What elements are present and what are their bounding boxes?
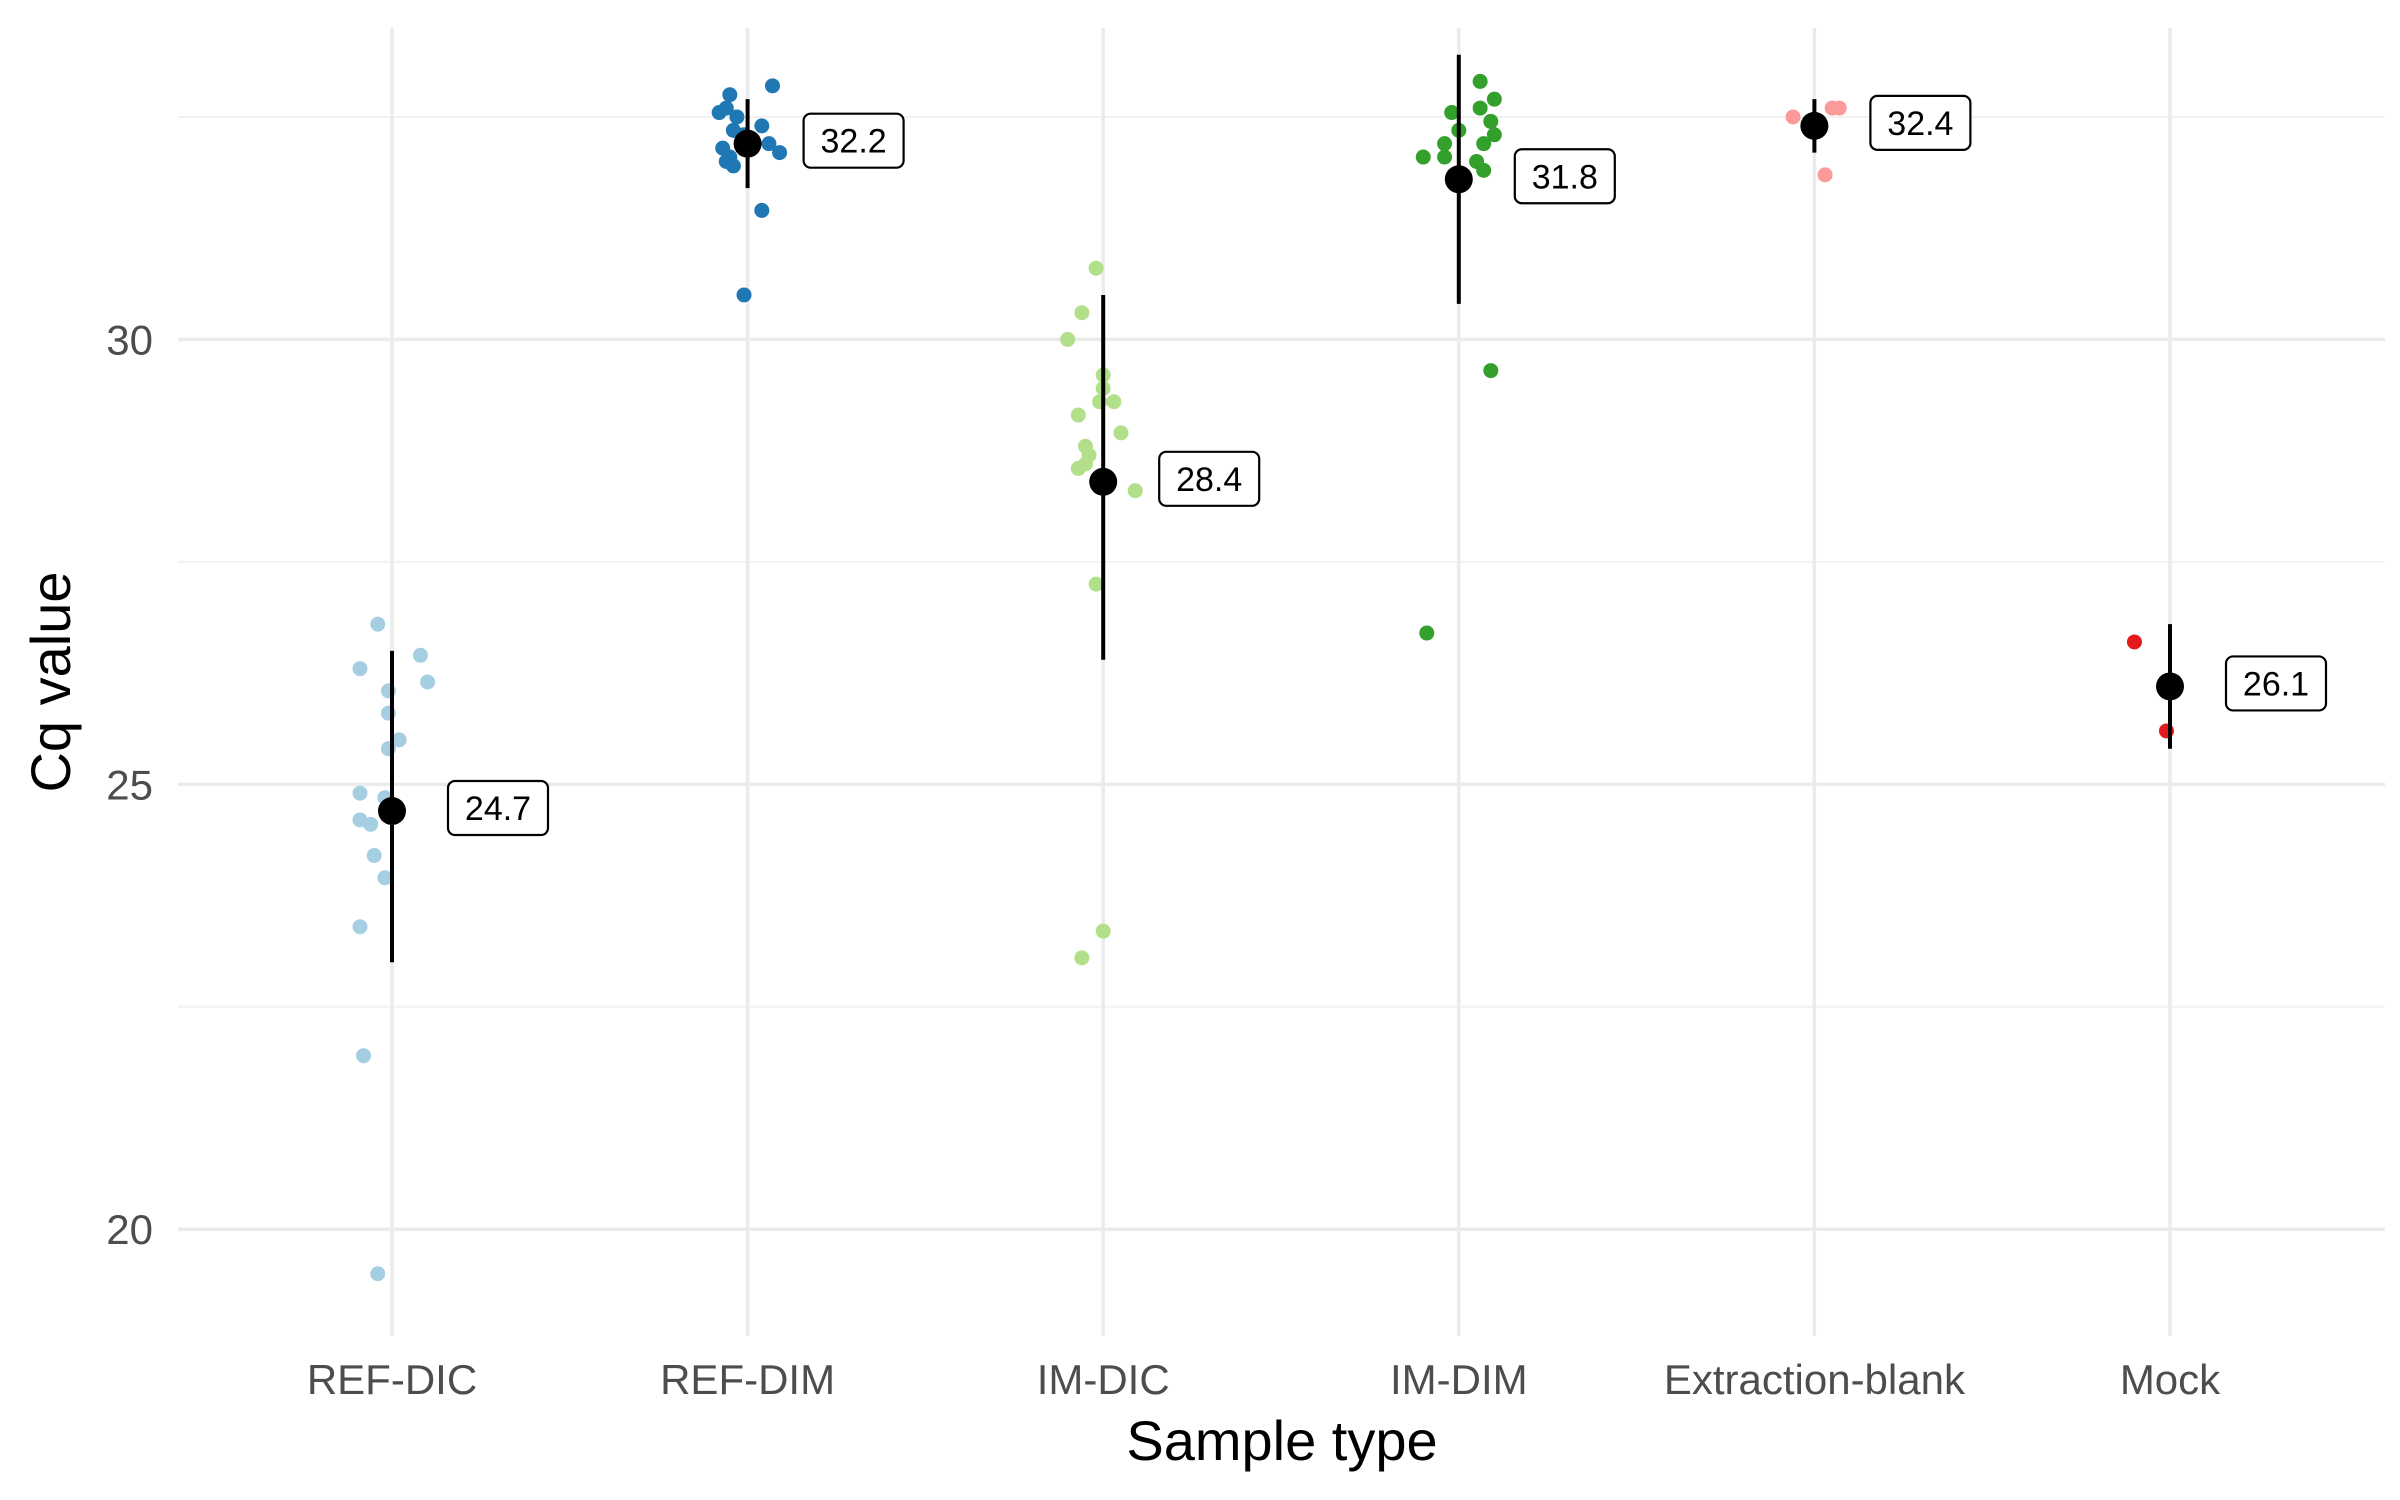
x-tick-label: IM-DIC <box>1037 1356 1170 1403</box>
x-tick-label: Extraction-blank <box>1664 1356 1966 1403</box>
data-point <box>370 616 386 632</box>
data-point <box>1476 162 1492 178</box>
data-point <box>1070 460 1086 476</box>
data-point <box>1095 923 1111 939</box>
data-point <box>1444 105 1460 121</box>
data-point <box>1785 109 1801 125</box>
data-point <box>754 118 770 134</box>
data-point <box>1074 950 1090 966</box>
mean-label-box <box>1869 94 1972 151</box>
data-point <box>1415 149 1431 165</box>
data-point <box>1127 483 1143 499</box>
data-point <box>1486 127 1502 143</box>
mean-label: 32.2 <box>821 123 887 161</box>
data-point <box>1472 100 1488 116</box>
data-point <box>1483 363 1499 379</box>
data-point <box>764 78 780 94</box>
data-point <box>1483 113 1499 129</box>
data-point <box>1486 91 1502 107</box>
data-point <box>1817 167 1833 183</box>
mean-point <box>2156 672 2184 701</box>
data-point <box>420 674 436 690</box>
mean-label-box <box>1513 148 1616 205</box>
data-point <box>1070 407 1086 423</box>
data-point <box>1106 394 1122 410</box>
data-point <box>754 202 770 218</box>
data-point <box>1088 260 1104 276</box>
mean-label: 26.1 <box>2243 665 2309 703</box>
x-tick-labels: REF-DIC REF-DIM IM-DIC IM-DIM Extraction-bla… <box>307 1356 2221 1403</box>
data-point <box>1472 73 1488 89</box>
mean-label: 28.4 <box>1176 461 1242 499</box>
grid-lines <box>178 28 2385 1336</box>
data-point <box>352 661 368 677</box>
x-tick-label: REF-DIC <box>307 1356 477 1403</box>
data-point <box>352 919 368 935</box>
x-tick-label: Mock <box>2120 1356 2221 1403</box>
y-tick-label: 20 <box>106 1206 153 1253</box>
mean-point <box>1444 165 1473 194</box>
y-axis-title: Cq value <box>19 571 82 792</box>
data-point <box>366 848 382 864</box>
data-point <box>725 158 741 174</box>
data-point <box>2126 634 2142 650</box>
data-point <box>356 1048 372 1064</box>
data-point <box>370 1266 386 1282</box>
data-point <box>1088 576 1104 592</box>
data-point <box>377 870 393 886</box>
mean-label: 31.8 <box>1532 158 1598 196</box>
data-point <box>1437 136 1453 152</box>
x-tick-label: IM-DIM <box>1390 1356 1528 1403</box>
data-point <box>772 145 788 161</box>
mean-point <box>1800 111 1829 140</box>
mean-point <box>1089 467 1118 496</box>
data-point <box>729 109 745 125</box>
mean-point <box>378 797 406 826</box>
data-point <box>761 136 777 152</box>
mean-label: 24.7 <box>465 790 531 828</box>
data-point <box>711 105 727 121</box>
data-point <box>1060 331 1076 347</box>
data-point <box>352 785 368 801</box>
data-point <box>1831 100 1847 116</box>
y-tick-label: 30 <box>106 316 153 363</box>
data-point <box>412 647 428 663</box>
mean-point <box>733 129 762 158</box>
y-tick-label: 25 <box>106 761 153 808</box>
mean-label-box <box>1158 450 1261 507</box>
data-point <box>1113 425 1129 441</box>
data-points <box>352 73 2174 1282</box>
data-point <box>1074 305 1090 321</box>
mean-label-box <box>2224 655 2328 712</box>
x-tick-label: REF-DIM <box>660 1356 835 1403</box>
data-point <box>1419 625 1435 641</box>
mean-label-box <box>802 112 905 169</box>
mean-label: 32.4 <box>1887 105 1953 143</box>
data-point <box>736 287 752 303</box>
mean-label-box <box>446 779 550 837</box>
y-tick-labels: 20 25 30 <box>106 316 153 1253</box>
data-point <box>722 87 738 103</box>
data-point <box>391 732 407 748</box>
data-point <box>1476 136 1492 152</box>
mean-summaries: 24.7 32.2 28.4 31.8 32.4 26.1 <box>378 54 2328 963</box>
data-point <box>1437 149 1453 165</box>
data-point <box>363 816 379 832</box>
x-axis-title: Sample type <box>1126 1409 1437 1472</box>
